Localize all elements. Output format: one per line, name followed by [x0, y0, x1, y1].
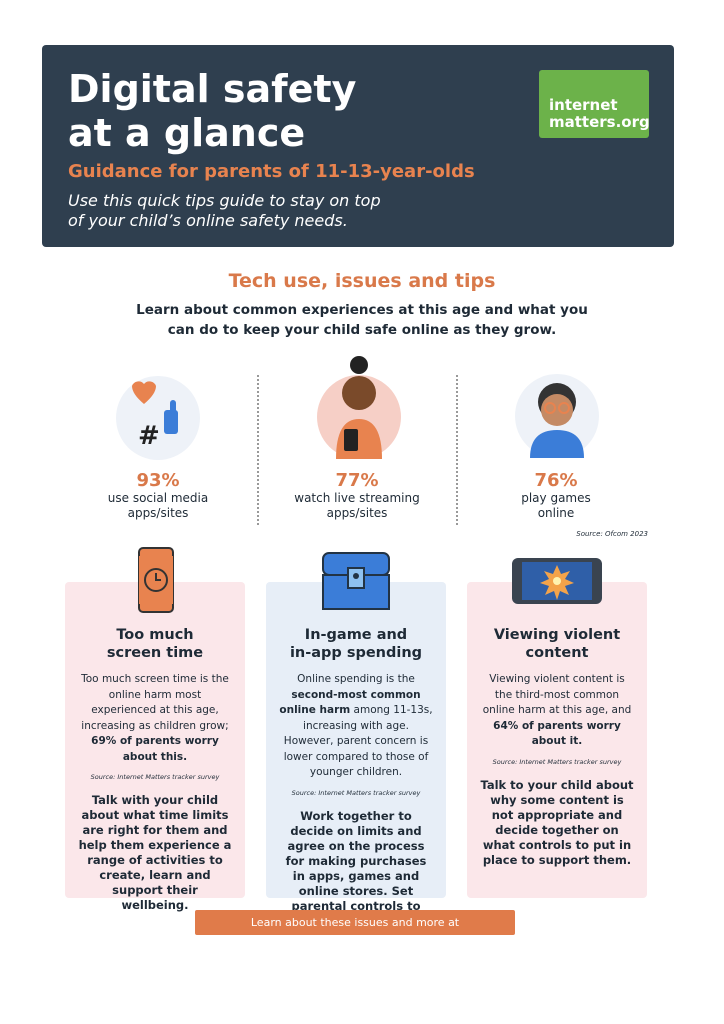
text-segment: 69% of parents worry about this.	[91, 735, 219, 763]
streaming-icon	[317, 356, 401, 459]
description-line: can do to keep your child safe online as…	[167, 322, 557, 338]
stat-label: watch live streaming	[294, 491, 420, 505]
header: Digital safety at a glance Guidance for …	[42, 45, 674, 247]
title-line: at a glance	[68, 111, 306, 155]
text-segment: Too much screen time is the online harm …	[81, 673, 229, 732]
gaming-icon	[515, 374, 599, 458]
title-line: Digital safety	[68, 67, 357, 111]
card-title: Too much screen time	[77, 626, 233, 662]
stat: 93% use social media apps/sites	[58, 470, 258, 521]
divider	[456, 375, 458, 525]
logo-line: matters.org	[549, 113, 650, 131]
stat-label: use social media	[107, 491, 209, 505]
stat-value: 77%	[335, 470, 379, 491]
stat-label: apps/sites	[127, 506, 189, 520]
logo-line: internet	[549, 96, 618, 114]
intro-line: of your child’s online safety needs.	[68, 211, 348, 230]
text-segment: Online spending is the	[297, 673, 415, 685]
card-title-line: Viewing violent	[493, 627, 621, 643]
card-title: In-game and in-app spending	[278, 626, 434, 662]
card: Too much screen time Too much screen time …	[65, 582, 245, 912]
card-source: Source: Internet Matters tracker survey	[492, 757, 622, 766]
card-title-line: content	[525, 645, 589, 661]
divider	[257, 375, 259, 525]
card-title-line: screen time	[106, 645, 204, 661]
section-heading: Tech use, issues and tips	[228, 270, 496, 292]
card-source: Source: Internet Matters tracker survey	[90, 773, 220, 781]
text-segment: internetmatters.org	[292, 941, 418, 954]
stat-label: play games	[521, 491, 591, 505]
intro-line: Use this quick tips guide to stay on top	[68, 191, 381, 210]
section-description: Learn about common experiences at this a…	[0, 300, 724, 340]
card: In-game and in-app spending Online spendin…	[266, 582, 446, 928]
text-segment: second-most common online harm	[279, 688, 421, 717]
phone-icon	[138, 547, 174, 613]
social-icon: #	[116, 376, 200, 460]
card-body: Viewing violent content is the third-mos…	[479, 672, 635, 750]
card-body: Too much screen time is the online harm …	[77, 672, 233, 765]
card-tip: Talk to your child about why some conten…	[480, 777, 634, 867]
stat: 76% play games online	[456, 470, 656, 521]
stats-source: Source: Ofcom 2023	[576, 530, 648, 538]
svg-text:#: #	[138, 421, 160, 451]
intro: Use this quick tips guide to stay on top…	[68, 191, 381, 231]
card-title-line: In-game and	[304, 627, 408, 643]
card-tip: Talk with your child about what time lim…	[78, 793, 232, 912]
text-segment: 64% of parents worry about it.	[493, 719, 621, 748]
text-segment: Learn about these issues and more at	[250, 916, 460, 929]
screen-icon	[512, 558, 602, 604]
logo: internet matters.org	[539, 70, 650, 138]
subtitle: Guidance for parents of 11-13-year-olds	[68, 161, 475, 182]
text-segment: among 11-13s, increasing with age. Howev…	[283, 704, 433, 778]
card-title-line: in-app spending	[289, 645, 423, 661]
stat-value: 93%	[136, 470, 180, 491]
card-title-line: Too much	[116, 627, 194, 643]
title: Digital safety at a glance	[68, 67, 356, 155]
card-source: Source: Internet Matters tracker survey	[291, 788, 421, 797]
card-body: Online spending is the second-most commo…	[278, 672, 434, 781]
text-segment: Viewing violent content is the third-mos…	[482, 673, 632, 716]
footer-banner: Learn about these issues and more at int…	[195, 910, 515, 954]
stat-label: apps/sites	[326, 506, 388, 520]
chest-icon	[322, 552, 390, 610]
stat-label: online	[537, 506, 575, 520]
description-line: Learn about common experiences at this a…	[136, 302, 588, 318]
card-title: Viewing violent content	[479, 626, 635, 662]
stat-value: 76%	[534, 470, 578, 491]
stat: 77% watch live streaming apps/sites	[257, 470, 457, 521]
card: Viewing violent content Viewing violent co…	[467, 582, 647, 898]
